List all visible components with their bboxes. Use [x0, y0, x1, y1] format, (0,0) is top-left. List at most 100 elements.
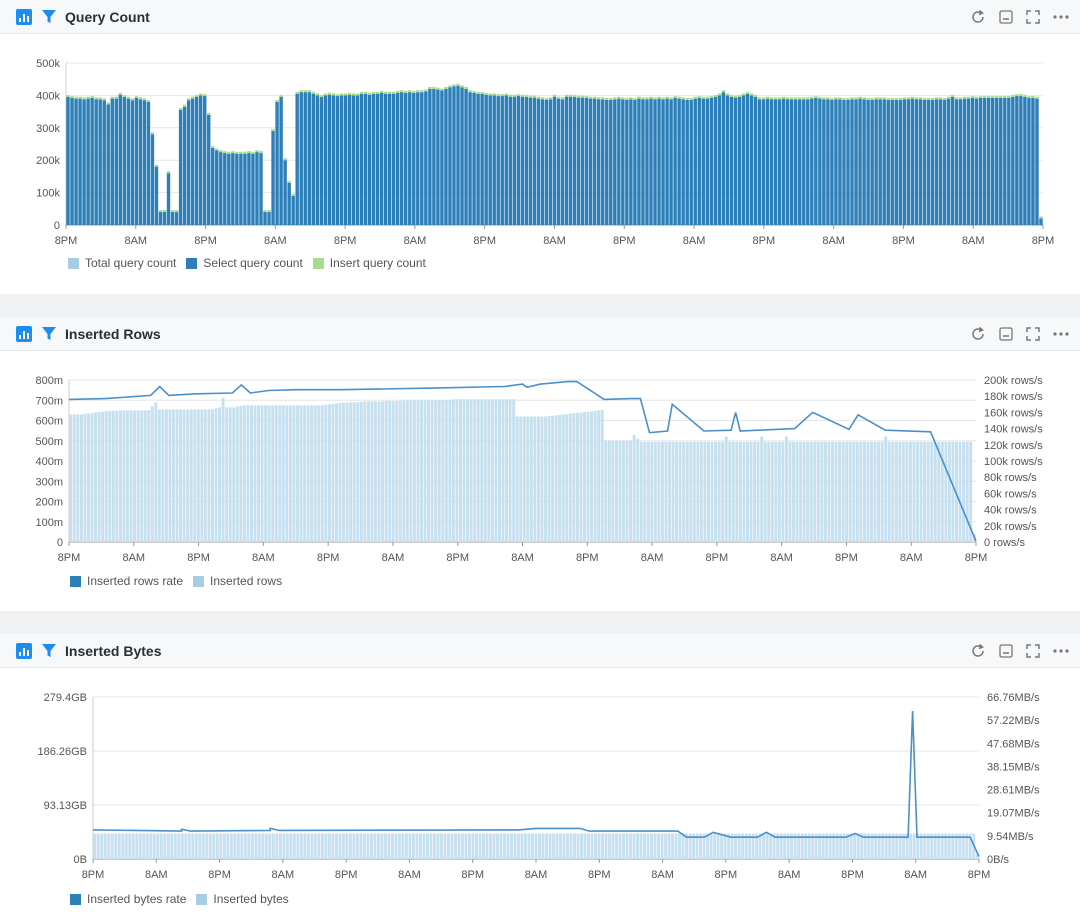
bar-insert: [950, 95, 955, 98]
bar-select: [303, 92, 307, 225]
x-tick-label: 8PM: [965, 552, 988, 564]
bar-insert: [408, 90, 412, 93]
bar-select: [472, 92, 476, 225]
refresh-icon[interactable]: [969, 8, 987, 26]
bar-select: [444, 88, 448, 225]
bar-value: [327, 404, 331, 542]
bar-value: [706, 833, 710, 859]
bar-select: [890, 99, 894, 225]
bar-value: [189, 409, 193, 542]
bar-select: [790, 99, 794, 225]
legend-item-bytes-rate[interactable]: Inserted bytes rate: [70, 892, 186, 906]
bar-value: [660, 833, 664, 859]
legend-item-rows[interactable]: Inserted rows: [193, 574, 282, 588]
bar-select: [323, 95, 328, 226]
bar-select: [122, 97, 127, 225]
bar-select: [315, 95, 319, 226]
bar-value: [299, 833, 303, 859]
bar-value: [593, 410, 597, 542]
more-options-icon[interactable]: [1052, 8, 1070, 26]
bar-value: [219, 833, 223, 859]
bar-select: [182, 106, 187, 225]
bar-insert: [794, 97, 798, 100]
bar-insert: [697, 96, 701, 98]
bar-insert: [757, 97, 762, 100]
bar-value: [629, 440, 633, 542]
legend-item-rows-rate[interactable]: Inserted rows rate: [70, 574, 183, 588]
bar-insert: [215, 148, 219, 151]
legend-item-bytes[interactable]: Inserted bytes: [196, 892, 289, 906]
bar-value: [834, 441, 838, 542]
minimize-icon[interactable]: [997, 642, 1015, 660]
filter-icon[interactable]: [41, 9, 57, 25]
bar-value: [615, 833, 618, 859]
bar-insert: [954, 97, 959, 100]
bar-select: [697, 97, 701, 225]
x-tick-label: 8PM: [841, 869, 864, 881]
chart-type-icon[interactable]: [16, 643, 32, 659]
refresh-icon[interactable]: [969, 325, 987, 343]
refresh-icon[interactable]: [969, 642, 987, 660]
legend-item-total[interactable]: Total query count: [68, 256, 176, 270]
bar-select: [987, 97, 991, 225]
bar-insert: [106, 102, 110, 105]
bar-value: [334, 833, 338, 859]
bar-value: [744, 833, 748, 859]
bar-value: [891, 833, 895, 859]
bar-select: [367, 94, 372, 225]
bar-value: [909, 833, 913, 859]
filter-icon[interactable]: [41, 326, 57, 342]
bar-value: [575, 412, 579, 542]
legend-item-select[interactable]: Select query count: [186, 256, 303, 270]
bar-insert: [347, 92, 352, 95]
bar-value: [653, 441, 657, 542]
fullscreen-icon[interactable]: [1024, 642, 1042, 660]
bar-value: [285, 833, 289, 859]
bar-insert: [223, 151, 227, 154]
bar-value: [117, 833, 121, 859]
bar-value: [345, 833, 349, 859]
bar-select: [548, 99, 553, 225]
minimize-icon[interactable]: [997, 8, 1015, 26]
bar-select: [215, 150, 219, 225]
bar-insert: [182, 104, 187, 107]
bar-value: [657, 441, 661, 542]
bar-insert: [576, 95, 581, 98]
chart-type-icon[interactable]: [16, 9, 32, 25]
bar-value: [881, 833, 885, 859]
fullscreen-icon[interactable]: [1024, 325, 1042, 343]
bar-value: [457, 833, 461, 859]
bar-value: [275, 833, 279, 859]
bar-insert: [307, 90, 311, 93]
bar-insert: [207, 112, 211, 115]
x-tick-label: 8PM: [446, 552, 469, 564]
bar-value: [774, 441, 778, 542]
bar-value: [887, 441, 891, 542]
bar-insert: [850, 97, 854, 100]
bar-value: [515, 416, 519, 542]
bar-value: [485, 833, 489, 859]
minimize-icon[interactable]: [997, 325, 1015, 343]
bar-value: [203, 409, 207, 542]
chart-type-icon[interactable]: [16, 326, 32, 342]
bar-insert: [552, 94, 557, 97]
x-tick-label: 8AM: [264, 235, 287, 247]
filter-icon[interactable]: [41, 643, 57, 659]
legend-item-insert[interactable]: Insert query count: [312, 256, 426, 270]
bar-insert: [424, 89, 428, 92]
y2-tick-label: 80k rows/s: [984, 472, 1037, 484]
bar-value: [163, 833, 167, 859]
bar-value: [916, 833, 920, 859]
bar-insert: [982, 96, 987, 98]
bar-value: [776, 833, 780, 859]
bar-value: [490, 399, 494, 542]
bar-value: [749, 441, 753, 542]
bar-select: [299, 92, 303, 225]
bar-value: [804, 833, 808, 859]
bar-insert: [263, 210, 267, 213]
bar-value: [838, 441, 842, 542]
fullscreen-icon[interactable]: [1024, 8, 1042, 26]
more-options-icon[interactable]: [1052, 325, 1070, 343]
more-options-icon[interactable]: [1052, 642, 1070, 660]
bar-value: [777, 441, 781, 542]
